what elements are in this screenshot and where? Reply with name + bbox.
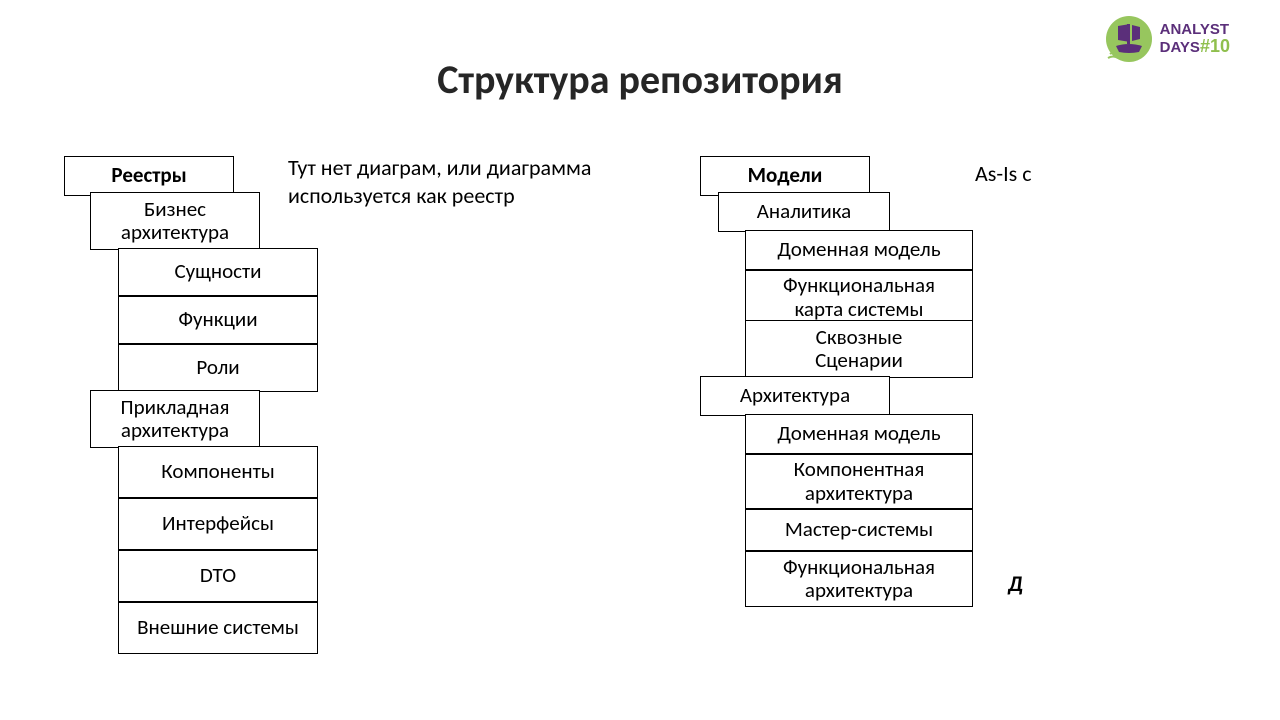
left-group2-item-0: Компоненты (118, 446, 318, 498)
left-caption: Тут нет диаграм, или диаграмма используе… (288, 154, 648, 209)
left-group2-item-1: Интерфейсы (118, 498, 318, 550)
left-group1-item-0: Сущности (118, 248, 318, 296)
logo-text: ANALYST DAYS#10 (1160, 22, 1230, 57)
left-group2-item-2: DTO (118, 550, 318, 602)
right-group2-item-3: Функциональная архитектура (745, 551, 973, 607)
right-group2-header: Архитектура (700, 376, 890, 416)
right-group1-item-1: Функциональная карта системы (745, 270, 973, 325)
right-group2-item-0: Доменная модель (745, 414, 973, 454)
right-group1-item-0: Доменная модель (745, 230, 973, 270)
logo-hash: #10 (1200, 36, 1230, 56)
ship-badge-icon (1104, 14, 1154, 64)
left-group1-item-2: Роли (118, 344, 318, 392)
left-group2-item-3: Внешние системы (118, 602, 318, 654)
page-title: Структура репозитория (0, 55, 1280, 104)
diagram-canvas: Реестры Тут нет диаграм, или диаграмма и… (0, 140, 1280, 720)
logo: ANALYST DAYS#10 (1104, 14, 1230, 64)
right-group1-header: Аналитика (718, 192, 890, 232)
right-caption: As-Is с (975, 160, 1032, 188)
right-group2-item-2: Мастер-системы (745, 509, 973, 551)
logo-line2-wrap: DAYS#10 (1160, 37, 1230, 56)
right-root: Модели (700, 156, 870, 196)
right-clipped-text: Д (1008, 570, 1023, 597)
left-root: Реестры (64, 156, 234, 196)
right-group2-item-1: Компонентная архитектура (745, 454, 973, 509)
right-group1-item-2: Сквозные Сценарии (745, 320, 973, 378)
left-group1-item-1: Функции (118, 296, 318, 344)
left-group1-header: Бизнес архитектура (90, 192, 260, 250)
logo-line2: DAYS (1160, 39, 1200, 56)
logo-line1: ANALYST (1160, 22, 1230, 38)
left-group2-header: Прикладная архитектура (90, 390, 260, 448)
